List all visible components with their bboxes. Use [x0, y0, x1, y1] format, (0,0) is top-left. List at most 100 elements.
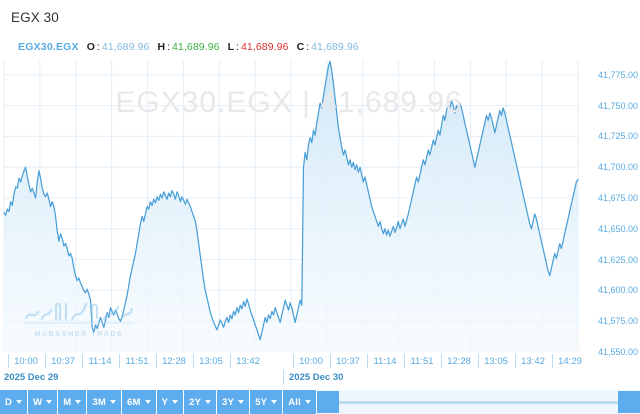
quote-close: C : 41,689.96 [297, 41, 359, 53]
quote-high-separator: : [167, 41, 170, 53]
y-axis-label: 41,725.00 [597, 131, 638, 142]
x-axis-tick-label: 10:37 [336, 356, 360, 367]
range-button-label: 3Y [222, 396, 235, 408]
x-axis-tick-label: 11:14 [373, 356, 397, 367]
x-axis-tick-label: 10:37 [51, 356, 75, 367]
y-axis-label: 41,775.00 [597, 69, 638, 80]
y-axis-label: 41,750.00 [597, 100, 638, 111]
chevron-down-icon[interactable] [109, 400, 116, 404]
price-chart-svg [3, 60, 579, 352]
range-button-2y[interactable]: 2Y [184, 390, 218, 414]
x-axis-tick-separator [45, 354, 46, 368]
quote-symbol[interactable]: EGX30.EGX [18, 41, 79, 53]
y-axis-label: 41,575.00 [597, 316, 638, 327]
chevron-down-icon[interactable] [144, 400, 151, 404]
range-button-label: All [288, 396, 301, 408]
chevron-down-icon[interactable] [16, 400, 23, 404]
range-button-3m[interactable]: 3M [87, 390, 122, 414]
range-button-y[interactable]: Y [156, 390, 185, 414]
range-button-m[interactable]: M [58, 390, 88, 414]
range-button-w[interactable]: W [28, 390, 59, 414]
time-range-slider[interactable] [316, 390, 640, 414]
quote-low-label: L [227, 41, 235, 53]
x-axis-tick-separator [119, 354, 120, 368]
quote-close-separator: : [306, 41, 310, 53]
x-axis-tick-separator [441, 354, 442, 368]
x-axis-tick-label: 13:42 [521, 356, 545, 367]
quote-open-label: O [86, 41, 95, 53]
quote-bar: EGX30.EGX O : 41,689.96 H : 41,689.96 L … [0, 34, 640, 60]
chevron-down-icon[interactable] [205, 400, 212, 404]
x-axis-tick-separator [293, 354, 294, 368]
slider-handle-right[interactable] [618, 391, 640, 413]
x-axis-tick-separator [367, 354, 368, 368]
x-axis-tick-label: 11:51 [410, 356, 434, 367]
quote-low-separator: : [236, 41, 239, 53]
range-button-label: 5Y [255, 396, 268, 408]
x-axis-tick-separator [8, 354, 9, 368]
x-axis-tick-label: 14:29 [558, 356, 582, 367]
x-axis-tick-separator [552, 354, 553, 368]
y-axis: 41,775.00 41,750.00 41,725.00 41,700.00 41,6… [580, 60, 640, 357]
chevron-down-icon[interactable] [75, 400, 82, 404]
x-axis-tick-separator [230, 354, 231, 368]
chevron-down-icon[interactable] [238, 400, 245, 404]
x-axis-tick-label: 10:00 [14, 356, 38, 367]
x-axis-tick-label: 13:42 [236, 356, 260, 367]
slider-track[interactable] [338, 401, 618, 404]
range-button-all[interactable]: All [283, 390, 317, 414]
chevron-down-icon[interactable] [271, 400, 278, 404]
x-axis-tick-separator [515, 354, 516, 368]
x-axis-session-date: 2025 Dec 30 [289, 372, 344, 383]
price-line [3, 60, 579, 341]
quote-open: O : 41,689.96 [87, 41, 150, 53]
chart-plot-area[interactable]: EGX30.EGX | 41,689.96 [0, 60, 640, 352]
x-axis-session-separator [283, 370, 284, 384]
range-button-3y[interactable]: 3Y [217, 390, 251, 414]
range-button-label: Y [161, 396, 169, 408]
x-axis-session-date: 2025 Dec 29 [4, 372, 59, 383]
x-axis-tick-label: 11:51 [125, 356, 149, 367]
quote-high-label: H [157, 41, 166, 53]
y-axis-label: 41,550.00 [597, 347, 638, 357]
range-button-d[interactable]: D [0, 390, 29, 414]
title-bar: EGX 30 [0, 0, 640, 34]
x-axis: 10:00 10:37 11:14 11:51 12:28 13:05 13:42 10:00… [0, 352, 640, 390]
range-button-label: 6M [126, 396, 141, 408]
quote-close-value: 41,689.96 [311, 41, 359, 53]
slider-handle-left[interactable] [316, 391, 339, 413]
range-button-label: 2Y [189, 396, 202, 408]
range-button-5y[interactable]: 5Y [250, 390, 284, 414]
range-button-6m[interactable]: 6M [121, 390, 157, 414]
quote-close-label: C [296, 41, 305, 53]
y-axis-label: 41,600.00 [597, 285, 638, 296]
range-button-label: M [63, 396, 72, 408]
chevron-down-icon[interactable] [46, 400, 53, 404]
bottom-toolbar: D W M 3M 6M Y 2Y 3Y 5Y All [0, 390, 640, 414]
y-axis-label: 41,700.00 [597, 162, 638, 173]
range-button-label: W [33, 396, 43, 408]
y-axis-label: 41,675.00 [597, 192, 638, 203]
range-selector-group: D W M 3M 6M Y 2Y 3Y 5Y All [0, 390, 317, 414]
price-area-fill [4, 61, 578, 352]
quote-low: L : 41,689.96 [228, 41, 289, 53]
y-axis-label: 41,625.00 [597, 254, 638, 265]
x-axis-tick-separator [193, 354, 194, 368]
x-axis-tick-separator [478, 354, 479, 368]
quote-open-separator: : [96, 41, 100, 53]
quote-low-value: 41,689.96 [240, 41, 289, 53]
x-axis-tick-separator [156, 354, 157, 368]
range-button-label: D [5, 396, 13, 408]
x-axis-tick-label: 11:14 [88, 356, 112, 367]
range-button-label: 3M [92, 396, 106, 408]
x-axis-tick-separator [330, 354, 331, 368]
chevron-down-icon[interactable] [304, 400, 311, 404]
x-axis-tick-separator [404, 354, 405, 368]
quote-high: H : 41,689.96 [157, 41, 219, 53]
chevron-down-icon[interactable] [172, 400, 179, 404]
y-axis-label: 41,650.00 [597, 223, 638, 234]
x-axis-tick-separator [82, 354, 83, 368]
x-axis-tick-label: 12:28 [447, 356, 471, 367]
x-axis-tick-label: 13:05 [199, 356, 223, 367]
